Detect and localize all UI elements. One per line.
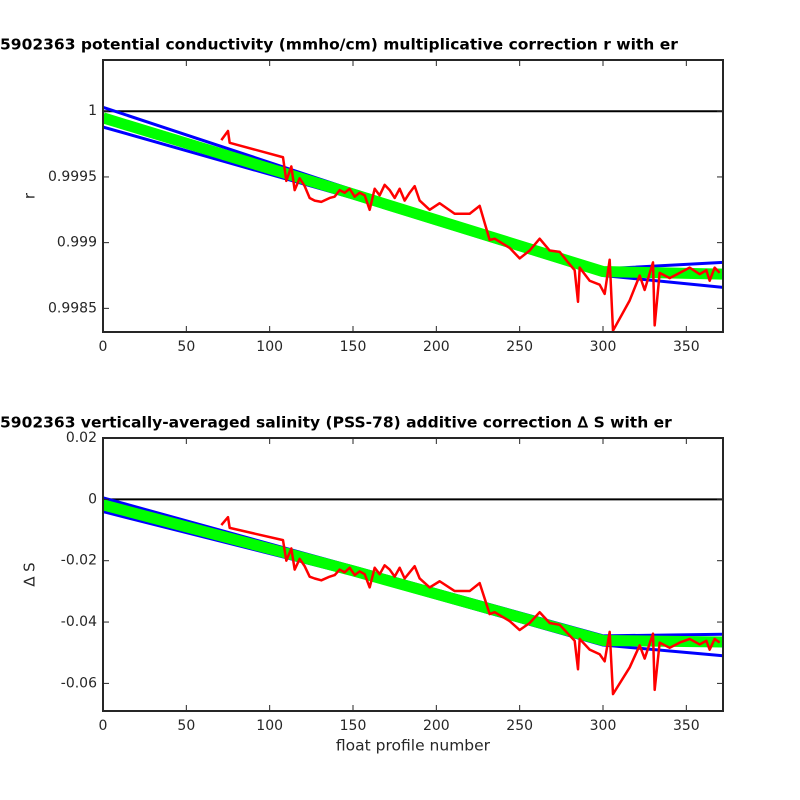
x-axis-label: float profile number: [336, 737, 491, 755]
x-tick-label: 350: [673, 718, 700, 734]
axes-box: [102, 437, 724, 712]
plot-area: [103, 438, 723, 711]
y-tick-label: -0.06: [61, 675, 97, 691]
x-tick-label: 350: [673, 339, 700, 355]
y-axis-label: ∆ S: [21, 562, 39, 587]
x-tick-label: 250: [506, 339, 533, 355]
plot-area: [103, 60, 723, 332]
x-tick-label: 250: [506, 718, 533, 734]
y-tick-label: -0.04: [61, 614, 97, 630]
x-tick-label: 200: [423, 718, 450, 734]
x-tick-label: 200: [423, 339, 450, 355]
y-tick-label: 0.9995: [48, 169, 97, 185]
x-tick-label: 50: [177, 718, 195, 734]
axes-box: [102, 59, 724, 333]
y-tick-label: -0.02: [61, 553, 97, 569]
y-tick-label: 0.999: [57, 235, 97, 251]
plot-lines: [103, 496, 723, 696]
fit-line: [103, 499, 723, 648]
x-tick-label: 50: [177, 339, 195, 355]
data-line: [220, 515, 721, 696]
x-tick-label: 0: [99, 718, 108, 734]
data-line: [220, 129, 721, 332]
y-axis-label: r: [21, 192, 39, 199]
x-tick-label: 150: [340, 718, 367, 734]
x-tick-label: 300: [590, 339, 617, 355]
chart-title: 5902363 vertically-averaged salinity (PS…: [0, 414, 672, 432]
x-tick-label: 300: [590, 718, 617, 734]
y-tick-label: 0.9985: [48, 300, 97, 316]
x-tick-label: 100: [256, 339, 283, 355]
fit-line: [103, 112, 723, 280]
chart-title: 5902363 potential conductivity (mmho/cm)…: [0, 36, 678, 54]
y-tick-label: 0.02: [66, 430, 97, 446]
y-tick-label: 0: [88, 491, 97, 507]
x-tick-label: 100: [256, 718, 283, 734]
x-tick-label: 0: [99, 339, 108, 355]
x-tick-label: 150: [340, 339, 367, 355]
plot-lines: [103, 105, 723, 332]
y-tick-label: 1: [88, 103, 97, 119]
